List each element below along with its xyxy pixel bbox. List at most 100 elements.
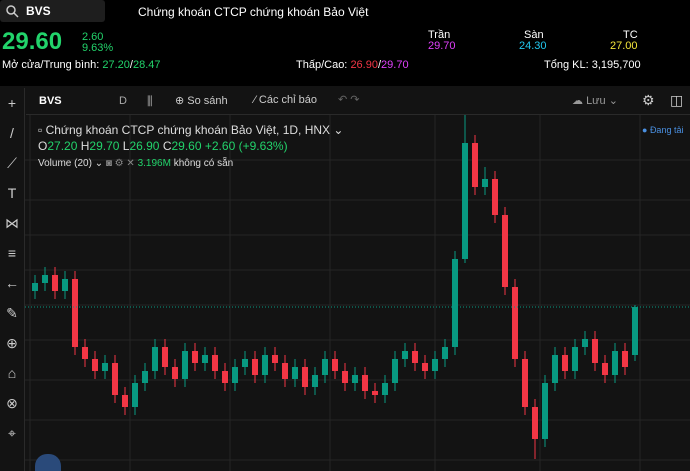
logo bbox=[35, 454, 61, 471]
candle-body bbox=[432, 359, 438, 371]
label: Tổng KL: bbox=[544, 59, 589, 71]
candle-body bbox=[292, 367, 298, 379]
candle-body bbox=[212, 355, 218, 371]
candle-body bbox=[282, 363, 288, 379]
candle-body bbox=[222, 371, 228, 383]
volume-label: Volume (20) bbox=[38, 158, 92, 169]
change-pct: 9.63% bbox=[82, 42, 114, 54]
legend-title: ▫ Chứng khoán CTCP chứng khoán Bảo Việt,… bbox=[38, 123, 344, 137]
tool[interactable]: ⌂ bbox=[7, 365, 17, 381]
floor: 24.30 bbox=[519, 40, 547, 52]
candle-body bbox=[372, 391, 378, 395]
tool[interactable]: + bbox=[7, 95, 17, 111]
change: 2.60 bbox=[82, 31, 104, 43]
title: Chứng khoán CTCP chứng khoán Bảo Việt, 1… bbox=[45, 123, 331, 137]
candle-body bbox=[72, 279, 78, 347]
candle-body bbox=[142, 371, 148, 383]
candle-body bbox=[462, 143, 468, 259]
tool[interactable]: T bbox=[7, 185, 17, 201]
toolbar: BVS D ⫼ ⊕ So sánh ⁄ Các chỉ báo ↶ ↷ ☁ Lư… bbox=[26, 88, 690, 115]
company: Chứng khoán CTCP chứng khoán Bảo Việt bbox=[138, 5, 369, 19]
legend-ohlc: O27.20 H29.70 L26.90 C29.60 +2.60 (+9.63… bbox=[38, 139, 288, 153]
legend-volume: Volume (20) ⌄ ◙ ⚙ ✕ 3.196M không có sẵn bbox=[38, 158, 234, 169]
candle-body bbox=[502, 215, 508, 287]
indicators[interactable]: ⁄ Các chỉ báo bbox=[254, 94, 317, 106]
candle-body bbox=[312, 375, 318, 387]
candle-body bbox=[242, 359, 248, 367]
label: Mở cửa/Trung bình: bbox=[2, 59, 100, 71]
tool[interactable]: ⋈ bbox=[5, 215, 19, 231]
plot bbox=[25, 115, 690, 471]
save-label: Lưu bbox=[586, 95, 606, 107]
volume-note: không có sẵn bbox=[173, 158, 234, 169]
candle-body bbox=[32, 283, 38, 291]
chart-panel bbox=[0, 86, 690, 471]
candle-body bbox=[492, 179, 498, 215]
screenshot[interactable]: ◫ bbox=[670, 92, 684, 108]
candle-body bbox=[552, 355, 558, 383]
compare[interactable]: ⊕ So sánh bbox=[175, 95, 228, 107]
candle-body bbox=[252, 359, 258, 375]
floor-label: Sàn bbox=[524, 29, 544, 41]
c-label: C bbox=[162, 139, 172, 153]
candle-body bbox=[332, 359, 338, 371]
candle-body bbox=[452, 259, 458, 347]
settings[interactable]: ⚙ bbox=[642, 92, 655, 108]
tool[interactable]: / bbox=[10, 125, 14, 141]
save[interactable]: ☁ Lưu ⌄ bbox=[572, 95, 618, 107]
candle-body bbox=[232, 367, 238, 383]
candle-body bbox=[362, 375, 368, 391]
ref: 27.00 bbox=[610, 40, 638, 52]
value: 3,195,700 bbox=[591, 59, 641, 71]
symbol: BVS bbox=[26, 4, 51, 18]
l: 26.90 bbox=[129, 139, 160, 153]
candle-body bbox=[522, 359, 528, 407]
h-label: H bbox=[80, 139, 90, 153]
tool[interactable]: ⊗ bbox=[6, 395, 18, 411]
avg: 28.47 bbox=[132, 59, 161, 71]
chg: +2.60 (+9.63%) bbox=[204, 139, 288, 153]
candle-body bbox=[262, 355, 268, 375]
candle-body bbox=[592, 339, 598, 363]
loading-text: Đang tải bbox=[649, 125, 684, 135]
candle-body bbox=[42, 275, 48, 283]
candle-body bbox=[392, 359, 398, 383]
ref-label: TC bbox=[623, 29, 638, 41]
l-label: L bbox=[122, 139, 130, 153]
tool[interactable]: ⟋ bbox=[7, 155, 17, 171]
candle-body bbox=[62, 279, 68, 291]
volume-icons[interactable]: ◙ ⚙ ✕ bbox=[105, 158, 135, 169]
interval[interactable]: D bbox=[119, 95, 127, 107]
h: 29.70 bbox=[89, 139, 120, 153]
search-icon bbox=[6, 5, 19, 18]
o-label: O bbox=[38, 139, 48, 153]
candle-body bbox=[122, 395, 128, 407]
candle-body bbox=[632, 307, 638, 355]
candle-body bbox=[132, 383, 138, 407]
search-box[interactable]: BVS bbox=[0, 0, 105, 22]
volume-value: 3.196M bbox=[137, 158, 171, 169]
candle-body bbox=[162, 347, 168, 367]
candle-body bbox=[622, 351, 628, 367]
candle-body bbox=[202, 355, 208, 363]
low: 26.90 bbox=[350, 59, 378, 71]
tool[interactable]: ⌖ bbox=[8, 425, 16, 441]
toolbar-symbol[interactable]: BVS bbox=[39, 95, 62, 107]
undo-redo[interactable]: ↶ ↷ bbox=[338, 94, 360, 106]
tool[interactable]: ✎ bbox=[6, 305, 18, 321]
candle-body bbox=[542, 383, 548, 439]
candle-body bbox=[472, 143, 478, 187]
candle-body bbox=[272, 355, 278, 363]
ceiling-label: Trần bbox=[428, 29, 451, 41]
high: 29.70 bbox=[381, 59, 409, 71]
candle-type[interactable]: ⫼ bbox=[147, 94, 153, 108]
tool[interactable]: ⊕ bbox=[6, 335, 18, 351]
label: Thấp/Cao: bbox=[296, 59, 348, 71]
candle-body bbox=[572, 347, 578, 371]
candle-body bbox=[442, 347, 448, 359]
candle-body bbox=[612, 351, 618, 375]
drawing-toolbar: + / ⟋ T ⋈ ≡ ← ✎ ⊕ ⌂ ⊗ ⌖ bbox=[0, 88, 25, 471]
tool[interactable]: ≡ bbox=[7, 245, 17, 261]
tool[interactable]: ← bbox=[5, 275, 19, 291]
price: 29.60 bbox=[2, 28, 63, 55]
